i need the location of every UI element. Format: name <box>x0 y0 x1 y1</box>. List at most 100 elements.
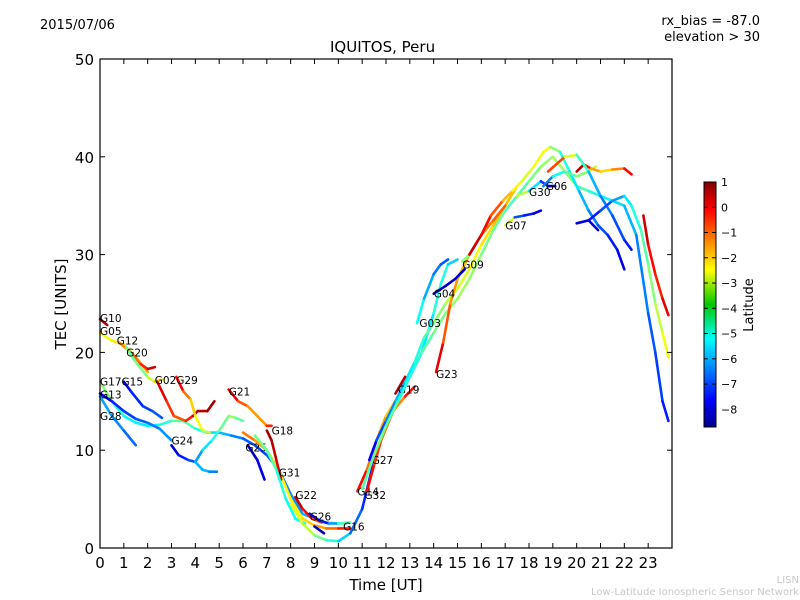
series-g09: G09 <box>460 145 626 271</box>
series-segment <box>182 390 192 401</box>
series-segment <box>448 277 459 305</box>
series-segment <box>98 317 109 327</box>
series-segment <box>110 414 126 432</box>
x-tick-label: 8 <box>286 554 296 572</box>
x-tick-label: 0 <box>95 554 105 572</box>
series-segment <box>527 180 543 193</box>
series-segment <box>606 233 619 251</box>
prn-label: G26 <box>310 512 332 524</box>
prn-label: G32 <box>365 490 387 502</box>
series-segment <box>317 519 331 525</box>
colorbar-tick-label: −4 <box>721 302 737 315</box>
elevation-label: elevation > 30 <box>664 30 760 45</box>
series-g06e <box>587 219 600 232</box>
x-tick-label: 23 <box>639 554 658 572</box>
series-segment <box>275 468 288 501</box>
prn-label: G04 <box>434 289 456 301</box>
series-segment <box>415 297 426 325</box>
series-segment <box>439 263 450 286</box>
series-segment <box>246 404 259 418</box>
series-segment <box>587 209 602 222</box>
series-g06c <box>546 153 633 251</box>
series-segment <box>441 302 452 344</box>
series-segment <box>217 431 233 437</box>
series-segment <box>246 443 259 462</box>
series-segment <box>394 380 407 403</box>
colorbar-label: Latitude <box>742 278 757 332</box>
series-segment <box>575 163 586 173</box>
series-segment <box>172 414 188 423</box>
series-segment <box>653 272 664 300</box>
bias-info: rx_bias = -87.0 elevation > 30 <box>661 14 760 46</box>
series-segment <box>241 437 257 447</box>
series-segment <box>646 311 657 354</box>
series-segment <box>253 434 269 452</box>
series-segment <box>532 150 545 168</box>
series-segment <box>468 253 483 281</box>
series-g32: G32 <box>365 385 416 502</box>
series-segment <box>155 380 168 403</box>
prn-label: G30 <box>529 187 551 199</box>
series-g24: G24 <box>170 414 245 464</box>
prn-label: G09 <box>462 259 484 271</box>
series-segment <box>98 380 114 403</box>
series-segment <box>175 375 185 393</box>
series-segment <box>444 297 459 315</box>
series-segment <box>184 414 195 423</box>
series-segment <box>170 443 180 457</box>
x-tick-label: 6 <box>238 554 248 572</box>
prn-label: G24 <box>172 435 194 447</box>
series-segment <box>325 538 340 543</box>
x-tick-label: 11 <box>353 554 372 572</box>
series-segment <box>611 194 626 203</box>
series-segment <box>453 267 467 281</box>
series-segment <box>532 209 543 215</box>
series-g02: G02 <box>155 375 216 423</box>
x-tick-label: 13 <box>400 554 419 572</box>
x-tick-label: 17 <box>496 554 515 572</box>
series-segment <box>384 399 397 423</box>
prn-label: G05 <box>100 326 122 338</box>
y-tick-label: 50 <box>75 51 94 69</box>
colorbar-tick-label: −6 <box>721 353 737 366</box>
series-g10: G10 <box>98 313 122 327</box>
prn-label: G29 <box>176 375 198 387</box>
axes-layer: 0 1 2 3 4 5 6 7 8 9 10 11 12 13 14 15 16 17 18 19 20 21 22 2301… <box>75 51 672 572</box>
y-tick-label: 30 <box>75 247 94 265</box>
series-segment <box>134 421 149 428</box>
series-segment <box>301 517 316 527</box>
x-tick-label: 4 <box>191 554 201 572</box>
colorbar-tick-label: −8 <box>721 403 737 416</box>
date-label: 2015/07/06 <box>40 18 115 33</box>
series-segment <box>253 443 269 457</box>
rx-bias-label: rx_bias = -87.0 <box>661 14 760 29</box>
series-segment <box>308 512 321 522</box>
series-segment <box>491 204 507 222</box>
series-segment <box>122 380 133 393</box>
prn-label: G10 <box>100 313 122 325</box>
series-segment <box>510 180 524 193</box>
series-segment <box>611 214 626 242</box>
series-segment <box>255 414 269 428</box>
series-g24b <box>194 460 219 474</box>
series-segment <box>413 336 426 364</box>
series-segment <box>284 497 297 521</box>
series-segment <box>201 429 211 434</box>
series-segment <box>551 170 567 178</box>
series-segment <box>479 224 495 247</box>
series-segment <box>541 145 552 154</box>
colorbar-tick-label: −2 <box>721 252 737 265</box>
series-segment <box>265 429 273 442</box>
series-segment <box>182 419 197 431</box>
series-segment <box>599 168 614 173</box>
series-g19b <box>360 155 670 491</box>
series-segment <box>527 165 543 183</box>
colorbar <box>703 181 717 428</box>
series-segment <box>630 204 643 232</box>
series-segment <box>587 219 600 232</box>
series-g29: G29 <box>175 375 211 434</box>
y-axis-label: TEC [UNITS] <box>52 259 70 351</box>
series-segment <box>177 453 190 462</box>
